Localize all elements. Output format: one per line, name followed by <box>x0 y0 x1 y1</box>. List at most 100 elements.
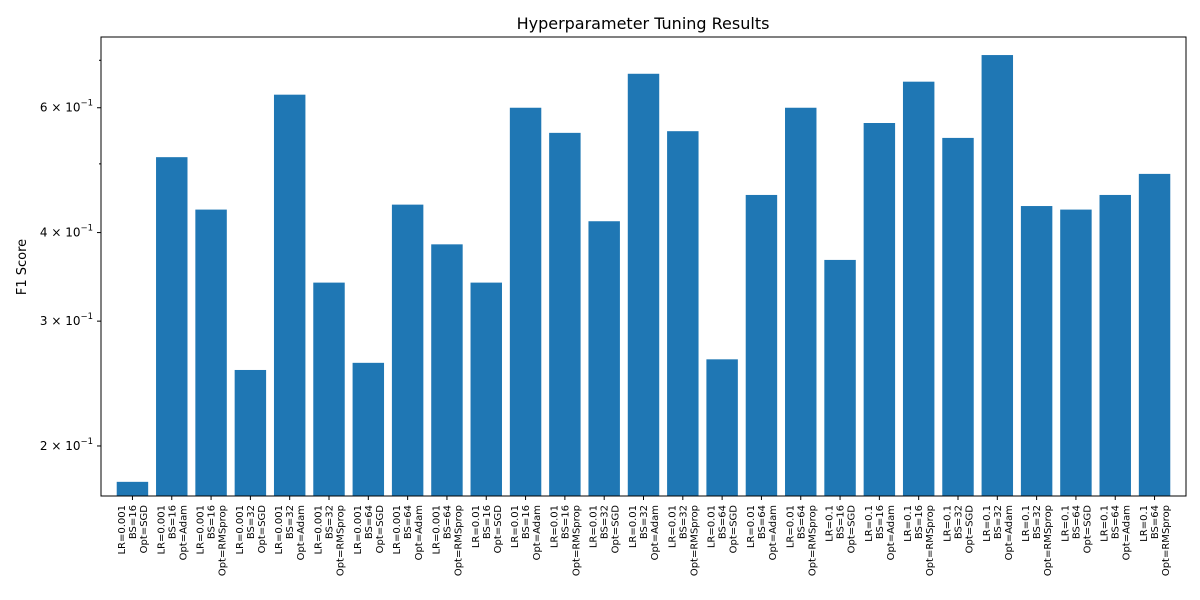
x-tick-label-line: Opt=RMSprop <box>1043 505 1054 576</box>
bar-9 <box>431 244 463 496</box>
x-tick-label-line: BS=64 <box>403 505 414 539</box>
x-tick-label-line: Opt=SGD <box>611 505 622 554</box>
x-tick-label: LR=0.01 BS=64 Opt=SGD <box>707 505 740 554</box>
bar-18 <box>785 107 817 497</box>
x-tick-label: LR=0.01 BS=64 Opt=RMSprop <box>785 505 818 576</box>
x-tick-label: LR=0.1 BS=64 Opt=Adam <box>1100 505 1133 560</box>
x-tick-label-line: BS=64 <box>796 505 807 539</box>
chart-title: Hyperparameter Tuning Results <box>517 14 770 33</box>
bar-2 <box>156 157 188 497</box>
x-tick-label-line: BS=32 <box>953 505 964 539</box>
x-tick-label-line: LR=0.1 <box>1100 505 1111 542</box>
x-tick-label: LR=0.001 BS=32 Opt=RMSprop <box>314 505 347 576</box>
bar-23 <box>981 55 1014 497</box>
bar-21 <box>902 81 935 497</box>
x-tick-label-line: Opt=RMSprop <box>1161 505 1172 576</box>
x-tick-label-line: LR=0.01 <box>667 505 678 548</box>
x-tick-label-line: LR=0.01 <box>549 505 560 548</box>
x-tick-label-line: BS=16 <box>482 505 493 539</box>
y-tick-label: 3 × 10−1 <box>40 312 93 328</box>
y-axis-label: F1 Score <box>15 239 30 295</box>
x-tick-label-line: Opt=Adam <box>886 505 897 560</box>
x-tick-label: LR=0.1 BS=32 Opt=SGD <box>942 505 975 554</box>
x-tick-label-line: Opt=RMSprop <box>925 505 936 576</box>
x-tick-label-line: BS=32 <box>325 505 336 539</box>
bar-series <box>116 55 1171 497</box>
x-tick-label-line: BS=32 <box>1032 505 1043 539</box>
x-tick-label-line: LR=0.1 <box>864 505 875 542</box>
x-tick-label: LR=0.01 BS=16 Opt=RMSprop <box>549 505 582 576</box>
x-tick-label: LR=0.1 BS=16 Opt=Adam <box>864 505 897 560</box>
x-tick-label-line: Opt=Adam <box>532 505 543 560</box>
x-tick-label-line: LR=0.001 <box>196 505 207 555</box>
x-tick-label-line: LR=0.001 <box>156 505 167 555</box>
x-tick-label-line: Opt=SGD <box>964 505 975 554</box>
bar-1 <box>116 481 149 496</box>
x-tick-label-line: BS=16 <box>207 505 218 539</box>
x-tick-label-line: Opt=Adam <box>178 505 189 560</box>
x-tick-label-line: LR=0.01 <box>471 505 482 548</box>
y-tick-label: 2 × 10−1 <box>40 437 93 453</box>
bar-11 <box>509 107 542 497</box>
x-tick-label: LR=0.01 BS=16 Opt=SGD <box>471 505 504 554</box>
x-tick-label-line: Opt=Adam <box>296 505 307 560</box>
x-tick-label: LR=0.1 BS=32 Opt=Adam <box>982 505 1015 560</box>
bar-24 <box>1020 206 1053 497</box>
bar-13 <box>588 221 620 497</box>
x-tick-label-line: Opt=SGD <box>1082 505 1093 554</box>
bar-12 <box>549 132 581 497</box>
x-tick-label-line: BS=32 <box>678 505 689 539</box>
bar-7 <box>352 362 385 496</box>
bar-16 <box>706 359 738 496</box>
x-tick-label: LR=0.01 BS=32 Opt=Adam <box>628 505 661 560</box>
bar-8 <box>391 204 424 496</box>
x-tick-label: LR=0.01 BS=32 Opt=SGD <box>589 505 622 554</box>
x-tick-label-line: Opt=Adam <box>1122 505 1133 560</box>
x-tick-label-line: LR=0.001 <box>117 505 128 555</box>
x-tick-label-line: BS=16 <box>560 505 571 539</box>
x-tick-label: LR=0.001 BS=32 Opt=Adam <box>274 505 307 560</box>
y-axis: 2 × 10−1 3 × 10−1 4 × 10−1 6 × 10−1 <box>40 59 101 453</box>
x-tick-label-line: Opt=SGD <box>847 505 858 554</box>
x-tick-label-line: LR=0.01 <box>589 505 600 548</box>
y-tick-label: 4 × 10−1 <box>40 224 93 240</box>
x-tick-label-line: Opt=Adam <box>414 505 425 560</box>
x-tick-label-line: LR=0.001 <box>274 505 285 555</box>
x-tick-label-line: LR=0.01 <box>746 505 757 548</box>
x-tick-label: LR=0.1 BS=64 Opt=SGD <box>1060 505 1093 554</box>
x-tick-label-line: LR=0.001 <box>353 505 364 555</box>
x-tick-label: LR=0.01 BS=16 Opt=Adam <box>510 505 543 560</box>
bar-26 <box>1099 194 1131 496</box>
x-tick-label-line: LR=0.1 <box>942 505 953 542</box>
bar-3 <box>195 209 227 496</box>
x-tick-label-line: BS=16 <box>836 505 847 539</box>
x-tick-label-line: LR=0.01 <box>707 505 718 548</box>
x-tick-label-line: LR=0.001 <box>235 505 246 555</box>
x-tick-label-line: BS=16 <box>167 505 178 539</box>
x-tick-label-line: LR=0.01 <box>628 505 639 548</box>
x-tick-label: LR=0.1 BS=32 Opt=RMSprop <box>1021 505 1054 576</box>
bar-4 <box>234 369 267 496</box>
bar-19 <box>824 259 856 496</box>
x-tick-label-line: LR=0.01 <box>785 505 796 548</box>
x-tick-label-line: BS=32 <box>639 505 650 539</box>
x-tick-label-line: Opt=RMSprop <box>807 505 818 576</box>
x-tick-label-line: BS=32 <box>246 505 257 539</box>
x-tick-label: LR=0.001 BS=16 Opt=Adam <box>156 505 189 560</box>
x-tick-label-line: BS=64 <box>364 505 375 539</box>
x-tick-label-line: Opt=RMSprop <box>689 505 700 576</box>
x-tick-label: LR=0.001 BS=64 Opt=SGD <box>353 505 386 555</box>
x-tick-label-line: BS=64 <box>718 505 729 539</box>
x-tick-label-line: BS=32 <box>600 505 611 539</box>
x-tick-label-line: Opt=SGD <box>729 505 740 554</box>
bar-22 <box>942 137 974 496</box>
x-tick-label-line: LR=0.001 <box>431 505 442 555</box>
x-tick-label-line: LR=0.1 <box>825 505 836 542</box>
x-tick-label-line: Opt=SGD <box>493 505 504 554</box>
x-tick-label-line: BS=64 <box>1150 505 1161 539</box>
y-tick-label: 6 × 10−1 <box>40 99 93 115</box>
x-tick-label: LR=0.01 BS=32 Opt=RMSprop <box>667 505 700 576</box>
bar-25 <box>1060 209 1092 496</box>
bar-5 <box>273 94 306 497</box>
